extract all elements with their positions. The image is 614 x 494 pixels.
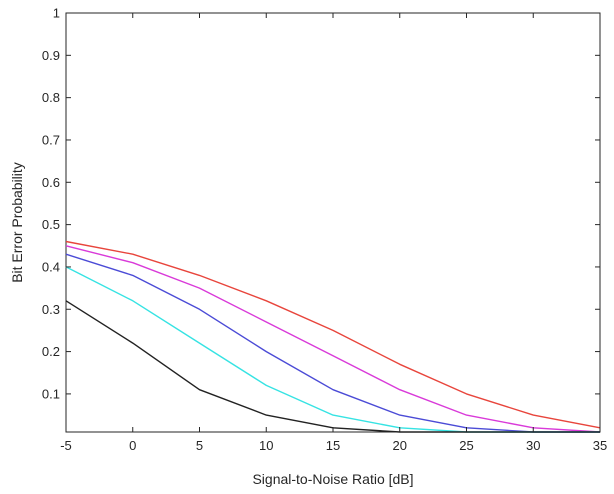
x-tick-label: 15 — [326, 438, 340, 453]
y-tick-label: 0.5 — [42, 217, 60, 232]
y-tick-label: 0.1 — [42, 386, 60, 401]
y-axis-label: Bit Error Probability — [9, 162, 25, 283]
x-axis-ticks: -5 0 5 10 15 20 25 30 35 — [60, 13, 607, 453]
series-line-1 — [65, 240, 601, 429]
series-layer — [65, 240, 601, 433]
x-tick-label: 35 — [593, 438, 607, 453]
y-tick-label: 0.2 — [42, 344, 60, 359]
y-tick-label: 0.7 — [42, 132, 60, 147]
y-tick-label: 0.4 — [42, 259, 60, 274]
x-tick-label: 10 — [259, 438, 273, 453]
x-tick-label: 20 — [393, 438, 407, 453]
y-tick-label: 0.9 — [42, 48, 60, 63]
x-tick-label: -5 — [60, 438, 72, 453]
y-axis-ticks: 0.1 0.2 0.3 0.4 0.5 0.6 0.7 0.8 0.9 1 — [42, 6, 600, 401]
y-tick-label: 1 — [53, 6, 60, 21]
y-tick-label: 0.3 — [42, 302, 60, 317]
series-line-3 — [65, 253, 600, 433]
x-tick-label: 0 — [129, 438, 136, 453]
x-tick-label: 5 — [196, 438, 203, 453]
y-tick-label: 0.8 — [42, 90, 60, 105]
x-axis-label: Signal-to-Noise Ratio [dB] — [252, 471, 413, 487]
x-tick-label: 30 — [526, 438, 540, 453]
y-tick-label: 0.6 — [42, 175, 60, 190]
series-line-2 — [65, 245, 601, 433]
plot-area — [65, 12, 601, 433]
x-tick-label: 25 — [459, 438, 473, 453]
